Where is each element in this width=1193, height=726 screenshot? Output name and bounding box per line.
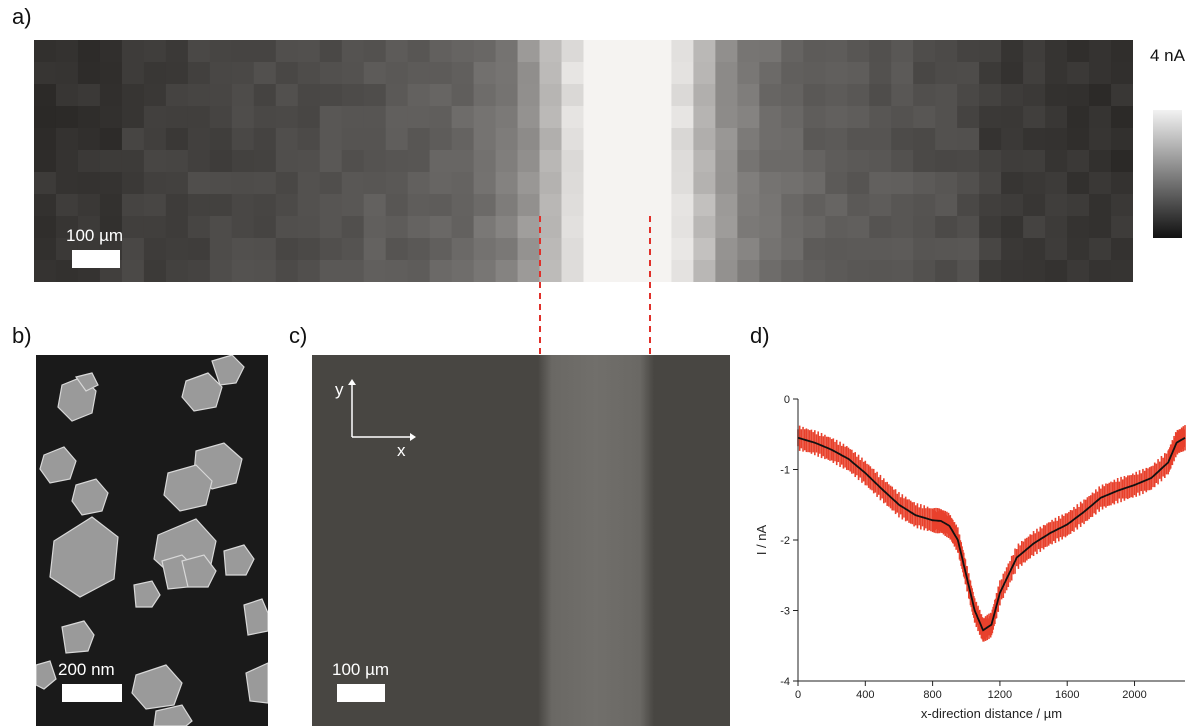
heatmap-scalebar	[72, 250, 120, 268]
mean-line	[797, 436, 1186, 632]
sem-scalebar-label: 200 nm	[58, 660, 115, 679]
y-tick-label: -2	[780, 535, 790, 547]
sem-particles-image	[36, 355, 268, 726]
heatmap-scalebar-label: 100 µm	[66, 226, 124, 245]
sem-scalebar	[62, 684, 122, 702]
y-tick-label: -1	[780, 465, 790, 477]
x-tick-label: 1600	[1055, 689, 1079, 701]
x-tick-label: 400	[856, 689, 874, 701]
panel-a-label: a)	[12, 4, 32, 29]
colorbar	[1153, 110, 1182, 238]
y-axis-label: y	[335, 380, 344, 399]
panel-c-label: c)	[289, 323, 308, 348]
x-tick-label: 0	[795, 689, 801, 701]
optical-image	[312, 355, 730, 726]
x-axis-title: x-direction distance / µm	[921, 706, 1062, 721]
panel-d-label: d)	[750, 323, 770, 348]
y-axis-title: I / nA	[754, 525, 769, 556]
x-axis-label: x	[397, 441, 406, 460]
colorbar-max-label: 4 nA	[1150, 46, 1185, 65]
x-tick-label: 1200	[988, 689, 1012, 701]
optical-scalebar	[337, 684, 385, 702]
y-tick-label: -4	[780, 676, 790, 688]
x-tick-label: 2000	[1122, 689, 1146, 701]
y-tick-label: 0	[784, 394, 790, 406]
x-tick-label: 800	[923, 689, 941, 701]
current-profile-chart: 0 -1 -2 -3 -4 0 400 800 1200 1600 2000 x-direction …	[754, 394, 1186, 721]
current-heatmap-image	[34, 40, 1133, 282]
optical-scalebar-label: 100 µm	[332, 660, 390, 679]
error-band	[797, 425, 1186, 642]
y-tick-label: -3	[780, 606, 790, 618]
panel-b-label: b)	[12, 323, 32, 348]
